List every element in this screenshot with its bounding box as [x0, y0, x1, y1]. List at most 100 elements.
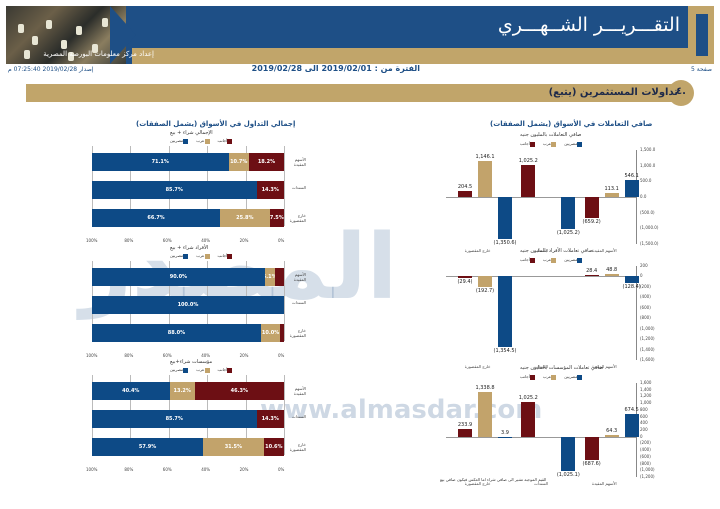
column [624, 276, 639, 284]
value-label: (659.2) [582, 218, 601, 225]
legend-item: أجانب [520, 141, 537, 147]
legend-item: أجانب [218, 253, 235, 259]
value-label: (29.4) [457, 278, 473, 285]
y-axis [636, 150, 637, 244]
category-label: الأسهم المقيدة [592, 364, 617, 369]
chart-legend: مصريين عرب أجانب [520, 374, 584, 380]
value-label: 3.9 [501, 429, 509, 436]
legend-item: أجانب [520, 374, 537, 380]
legend-item: عرب [543, 141, 558, 147]
bar-segment: 14.3% [256, 410, 284, 428]
y-tick: (200) [640, 440, 651, 446]
column [478, 161, 492, 197]
watermark-url: www.almasdar.com [260, 395, 543, 425]
row-label: الأسهم المقيدة [293, 157, 306, 167]
legend-swatch [227, 253, 233, 259]
x-tick: 40% [201, 467, 211, 472]
bar-segment: 66.7% [92, 209, 221, 227]
bar-segment: 13.2% [169, 382, 195, 400]
footnote: القيم الموجبة تشير الى صافي شراء اما الع… [440, 477, 547, 482]
x-tick: 0% [278, 353, 285, 358]
column [478, 391, 492, 437]
bar-segment: 90.0% [92, 268, 265, 286]
value-label: 204.5 [457, 183, 473, 190]
value-label: 674.5 [624, 407, 639, 414]
column [584, 197, 599, 218]
x-tick: 60% [162, 467, 172, 472]
bar-segment: 10.0% [260, 324, 281, 342]
value-label: (1,354.5) [493, 348, 517, 355]
column [604, 434, 619, 437]
value-label: 1,025.2 [518, 395, 538, 402]
column [584, 274, 599, 277]
legend-label: مصريين [170, 138, 184, 143]
column [498, 276, 512, 348]
y-tick: (400) [640, 294, 651, 300]
category-label: السندات [533, 248, 549, 253]
legend-label: أجانب [217, 138, 228, 143]
x-tick: 100% [86, 467, 98, 472]
x-tick: 0% [278, 467, 285, 472]
column [561, 197, 576, 230]
legend-label: أجانب [520, 141, 530, 146]
x-tick: 60% [162, 353, 172, 358]
report-subtitle: إعداد مركز معلومات البورصة المصرية [43, 50, 154, 58]
legend-swatch [183, 367, 189, 373]
x-tick: 80% [124, 238, 134, 243]
stacked-bar: 71.1% 10.7% 18.2% [92, 153, 284, 171]
x-tick: 100% [86, 238, 98, 243]
legend-label: أجانب [217, 253, 228, 258]
left-heading: إجمالي التداول في الأسواق (يشمل الصفقات) [136, 120, 296, 128]
legend-item: أجانب [218, 138, 235, 144]
legend-swatch [183, 253, 189, 259]
row-label: السندات [291, 414, 306, 419]
legend-label: عرب [542, 257, 552, 262]
x-tick: 20% [239, 238, 249, 243]
column [521, 164, 536, 197]
value-label: 28.4 [586, 267, 598, 274]
legend-swatch [204, 138, 210, 144]
chart-legend: مصريين عرب أجانب [520, 141, 584, 147]
chart-legend: مصريين عرب أجانب [520, 257, 584, 263]
bar-segment: 71.1% [92, 153, 229, 171]
bar-segment: 46.3% [194, 382, 284, 400]
zero-line [446, 436, 636, 438]
bar-segment: 40.4% [92, 382, 170, 400]
row-label: الأسهم المقيدة [293, 272, 306, 282]
legend-label: أجانب [520, 257, 530, 262]
y-tick: 600 [640, 413, 648, 419]
bar-segment: 100.0% [92, 296, 284, 314]
y-tick: 500.0 [640, 178, 652, 184]
x-tick: 80% [124, 353, 134, 358]
legend-label: عرب [542, 141, 552, 146]
x-tick: 40% [201, 238, 211, 243]
chart-legend: أجانب عرب مصريين [170, 138, 234, 144]
value-label: (1,025.2) [556, 230, 580, 237]
legend-label: عرب [542, 374, 552, 379]
category-label: الأسهم المقيدة [592, 481, 617, 486]
category-label: خارج المقصورة [464, 248, 491, 253]
legend-item: مصريين [564, 141, 584, 147]
column [458, 190, 472, 197]
legend-swatch [204, 367, 210, 373]
legend-swatch [551, 257, 557, 263]
y-tick: (1,200) [640, 474, 655, 479]
issue-timestamp: إصدار 2019/02/28 07:25:40 م [8, 66, 94, 73]
report-header: التقـــريـــر الشــهـــري إعداد مركز معل… [6, 6, 714, 64]
stacked-bar: 85.7% 14.3% [92, 410, 284, 428]
column [498, 436, 512, 438]
bar-segment: 7.5% [269, 209, 284, 227]
bar-segment: 10.6% [263, 438, 284, 456]
legend-label: عرب [196, 367, 205, 372]
value-label: 64.3 [606, 427, 618, 434]
legend-swatch [551, 141, 557, 147]
y-tick: 800 [640, 406, 648, 412]
legend-item: أجانب [218, 367, 235, 373]
y-tick: (500.0) [640, 209, 655, 215]
y-tick: (1,200) [640, 336, 655, 342]
bar-segment: 5.1% [264, 268, 275, 286]
x-tick: 100% [86, 353, 98, 358]
bar-segment [274, 268, 284, 286]
y-tick: 1,600 [640, 380, 652, 385]
